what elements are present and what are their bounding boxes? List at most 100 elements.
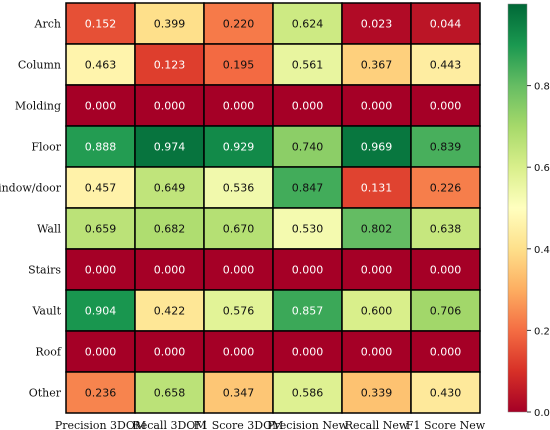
heatmap-cells: 0.152 0.399 0.220 0.624 0.023 0.044 0.463 0.123… (65, 2, 481, 414)
cell-value-label: 0.576 (223, 305, 255, 318)
colorbar-gradient (507, 3, 528, 413)
cell-value-label: 0.740 (292, 141, 324, 154)
heatmap-cell (410, 84, 481, 127)
cell-value-label: 0.000 (292, 264, 324, 277)
cell-value-label: 0.339 (361, 387, 393, 400)
heatmap-cell (341, 289, 412, 332)
cell-value-label: 0.600 (361, 305, 393, 318)
cell-value-label: 0.000 (361, 100, 393, 113)
column-label: Recall 3DOM (132, 419, 206, 430)
heatmap-cell (65, 330, 136, 373)
heatmap-cell (272, 166, 343, 209)
cell-value-label: 0.123 (154, 59, 186, 72)
cell-value-label: 0.624 (292, 18, 324, 31)
row-label: Vault (31, 305, 61, 318)
cell-value-label: 0.443 (430, 59, 462, 72)
heatmap-cell (203, 289, 274, 332)
row-label: Column (18, 59, 61, 72)
cell-value-label: 0.802 (361, 223, 393, 236)
cell-value-label: 0.399 (154, 18, 186, 31)
row-label: Roof (35, 346, 62, 359)
cell-value-label: 0.000 (430, 264, 462, 277)
cell-value-label: 0.000 (223, 264, 255, 277)
colorbar-tick-label: 0.2 (534, 326, 550, 337)
colorbar-tick-label: 0.0 (534, 408, 550, 419)
cell-value-label: 0.706 (430, 305, 462, 318)
row-label: Molding (15, 100, 61, 113)
cell-value-label: 0.044 (430, 18, 462, 31)
cell-value-label: 0.220 (223, 18, 255, 31)
cell-value-label: 0.000 (85, 264, 117, 277)
cell-value-label: 0.649 (154, 182, 186, 195)
heatmap-cell (341, 125, 412, 168)
cell-value-label: 0.422 (154, 305, 186, 318)
cell-value-label: 0.023 (361, 18, 393, 31)
heatmap-cell (410, 125, 481, 168)
cell-value-label: 0.000 (154, 346, 186, 359)
heatmap-cell (410, 166, 481, 209)
cell-value-label: 0.969 (361, 141, 393, 154)
cell-value-label: 0.000 (154, 264, 186, 277)
cell-value-label: 0.659 (85, 223, 117, 236)
cell-value-label: 0.347 (223, 387, 255, 400)
cell-value-label: 0.839 (430, 141, 462, 154)
colorbar: 0.0 0.2 0.4 0.6 0.8 (507, 3, 550, 419)
cell-value-label: 0.000 (430, 100, 462, 113)
cell-value-label: 0.929 (223, 141, 255, 154)
row-label: Stairs (28, 264, 61, 277)
colorbar-ticks: 0.0 0.2 0.4 0.6 0.8 (527, 82, 550, 419)
cell-value-label: 0.000 (292, 346, 324, 359)
heatmap-cell (65, 248, 136, 291)
heatmap-cell (134, 84, 205, 127)
cell-value-label: 0.586 (292, 387, 324, 400)
column-label: Precision New (267, 419, 348, 430)
cell-value-label: 0.530 (292, 223, 324, 236)
cell-value-label: 0.000 (430, 346, 462, 359)
row-label: Other (29, 387, 62, 400)
cell-value-label: 0.367 (361, 59, 393, 72)
cell-value-label: 0.463 (85, 59, 117, 72)
heatmap-cell (410, 207, 481, 250)
heatmap-cell (65, 207, 136, 250)
cell-value-label: 0.000 (292, 100, 324, 113)
heatmap-cell (341, 84, 412, 127)
heatmap-cell (341, 330, 412, 373)
heatmap-cell (65, 371, 136, 414)
cell-value-label: 0.857 (292, 305, 324, 318)
heatmap-cell (134, 43, 205, 86)
cell-value-label: 0.000 (361, 346, 393, 359)
heatmap-cell (134, 371, 205, 414)
cell-value-label: 0.682 (154, 223, 186, 236)
heatmap-cell (134, 125, 205, 168)
column-label: F1 Score 3DOM (194, 419, 284, 430)
heatmap-cell (272, 289, 343, 332)
row-label: Window/door (0, 182, 62, 195)
heatmap-cell (203, 125, 274, 168)
heatmap-cell (341, 166, 412, 209)
cell-value-label: 0.000 (223, 346, 255, 359)
cell-value-label: 0.638 (430, 223, 462, 236)
heatmap-cell (134, 330, 205, 373)
heatmap-cell (272, 43, 343, 86)
heatmap-cell (410, 248, 481, 291)
cell-value-label: 0.536 (223, 182, 255, 195)
cell-value-label: 0.226 (430, 182, 462, 195)
column-label: Precision 3DOM (55, 419, 146, 430)
cell-value-label: 0.000 (154, 100, 186, 113)
heatmap-cell (410, 2, 481, 45)
row-labels: Arch Column Molding Floor Window/door Wall Sta… (0, 18, 62, 400)
heatmap-cell (134, 2, 205, 45)
heatmap-cell (203, 371, 274, 414)
cell-value-label: 0.670 (223, 223, 255, 236)
cell-value-label: 0.457 (85, 182, 117, 195)
heatmap-cell (410, 371, 481, 414)
cell-value-label: 0.152 (85, 18, 117, 31)
heatmap-cell (203, 166, 274, 209)
cell-value-label: 0.658 (154, 387, 186, 400)
heatmap-cell (410, 43, 481, 86)
heatmap-cell (272, 84, 343, 127)
cell-value-label: 0.000 (361, 264, 393, 277)
cell-value-label: 0.430 (430, 387, 462, 400)
cell-value-label: 0.000 (85, 346, 117, 359)
